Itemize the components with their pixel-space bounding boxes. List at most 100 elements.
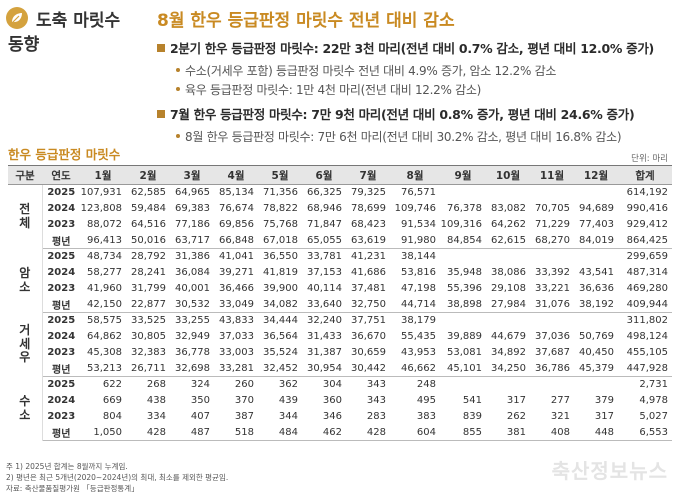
value-cell: [574, 185, 618, 201]
value-cell: 66,325: [307, 187, 342, 199]
value-cell: 33,392: [535, 267, 570, 278]
value-cell: 41,686: [351, 267, 386, 278]
column-header: 7월: [346, 165, 390, 185]
value-cell: 39,271: [219, 267, 254, 278]
dot-bullet-icon: [176, 68, 180, 72]
value-cell: 37,153: [307, 267, 342, 278]
value-cell: 38,179: [401, 315, 436, 327]
value-cell: 34,892: [491, 347, 526, 358]
value-cell: 64,262: [491, 219, 526, 230]
value-cell: 28,792: [131, 251, 166, 263]
value-cell: 43,541: [579, 267, 614, 278]
value-cell: 48,734: [87, 251, 122, 263]
value-cell: 46,662: [390, 360, 440, 377]
value-cell: 68,423: [351, 219, 386, 230]
value-cell: 462: [302, 424, 346, 441]
value-cell: 71,229: [535, 219, 570, 230]
column-header: 10월: [486, 165, 530, 185]
value-cell: 41,231: [351, 251, 386, 263]
value-cell: 38,898: [440, 296, 486, 313]
column-header: 12월: [574, 165, 618, 185]
bullet-sub: 8월 한우 등급판정 마릿수: 7만 6천 마리(전년 대비 30.2% 감소,…: [176, 128, 622, 145]
value-cell: 41,041: [219, 251, 254, 263]
value-cell: 484: [258, 424, 302, 441]
value-cell: 53,213: [80, 360, 126, 377]
year-cell: 2023: [47, 347, 76, 358]
value-cell: 5,027: [639, 411, 668, 422]
value-cell: 407: [190, 411, 210, 422]
value-cell: 299,659: [626, 251, 668, 263]
table-row: 평년 96,413 50,016 63,717 66,848 67,018 65,055 63…: [8, 232, 672, 249]
year-cell: 2023: [47, 219, 76, 230]
value-cell: 929,412: [626, 219, 668, 230]
year-cell: 2024: [47, 267, 76, 278]
value-cell: 439: [278, 395, 298, 406]
value-cell: 94,689: [579, 203, 614, 214]
value-cell: 34,444: [263, 315, 298, 327]
value-cell: 22,877: [126, 296, 170, 313]
value-cell: 334: [146, 411, 166, 422]
value-cell: 487,314: [626, 267, 668, 278]
value-cell: 123,808: [80, 203, 122, 214]
table-row: 2023 41,960 31,799 40,001 36,466 39,900 40,114…: [8, 281, 672, 297]
value-cell: 62,585: [131, 187, 166, 199]
column-header: 연도: [42, 165, 80, 185]
value-cell: 36,778: [175, 347, 210, 358]
value-cell: [486, 249, 530, 265]
value-cell: 32,949: [175, 331, 210, 342]
table-row: 2024 64,862 30,805 32,949 37,033 36,564 31,433…: [8, 329, 672, 345]
table-row: 2023 45,308 32,383 36,778 33,003 35,524 31,387…: [8, 345, 672, 361]
value-cell: 990,416: [626, 203, 668, 214]
value-cell: 30,954: [302, 360, 346, 377]
value-cell: 344: [278, 411, 298, 422]
value-cell: 58,575: [87, 315, 122, 327]
value-cell: 37,687: [535, 347, 570, 358]
value-cell: [574, 377, 618, 393]
value-cell: 438: [146, 395, 166, 406]
bullet-text: 8월 한우 등급판정 마릿수: 7만 6천 마리(전년 대비 30.2% 감소,…: [185, 130, 622, 144]
value-cell: [530, 377, 574, 393]
value-cell: 38,144: [401, 251, 436, 263]
value-cell: 96,413: [80, 232, 126, 249]
table-row: 수 소 2025 622 268 324 260 362 304 343 248 2,731: [8, 376, 672, 441]
unit-label: 단위: 마리: [631, 154, 668, 164]
value-cell: 37,036: [535, 331, 570, 342]
column-header: 합계: [618, 165, 672, 185]
value-cell: 839: [462, 411, 482, 422]
value-cell: 71,356: [263, 187, 298, 199]
value-cell: 58,277: [87, 267, 122, 278]
footnote: 2) 평년은 최근 5개년(2020~2024년)의 최대, 최소를 제외한 평…: [6, 473, 229, 482]
value-cell: 39,889: [447, 331, 482, 342]
value-cell: 43,953: [401, 347, 436, 358]
value-cell: 64,516: [131, 219, 166, 230]
value-cell: 76,674: [219, 203, 254, 214]
value-cell: 67,018: [258, 232, 302, 249]
value-cell: 30,805: [131, 331, 166, 342]
value-cell: 381: [486, 424, 530, 441]
year-cell: 평년: [42, 296, 80, 313]
value-cell: 41,819: [263, 267, 298, 278]
value-cell: 45,101: [440, 360, 486, 377]
value-cell: 50,016: [126, 232, 170, 249]
year-cell: 2025: [47, 251, 76, 263]
value-cell: 64,862: [87, 331, 122, 342]
value-cell: 63,717: [170, 232, 214, 249]
value-cell: 59,484: [131, 203, 166, 214]
value-cell: 428: [126, 424, 170, 441]
value-cell: 32,240: [307, 315, 342, 327]
footnotes: 주 1) 2025년 합계는 8월까지 누계임. 2) 평년은 최근 5개년(2…: [6, 461, 228, 494]
column-header: 구분: [8, 165, 42, 185]
value-cell: 2,731: [639, 379, 668, 391]
value-cell: 31,387: [307, 347, 342, 358]
value-cell: 47,198: [401, 283, 436, 294]
value-cell: 34,082: [258, 296, 302, 313]
value-cell: 498,124: [626, 331, 668, 342]
value-cell: 360: [322, 395, 342, 406]
value-cell: 40,450: [579, 347, 614, 358]
bullet-text: 수소(거세우 포함) 등급판정 마릿수 전년 대비 4.9% 증가, 암소 12…: [185, 64, 557, 78]
section-tag: 도축 마릿수 동향: [0, 0, 150, 110]
value-cell: 55,396: [447, 283, 482, 294]
value-cell: 43,833: [219, 315, 254, 327]
value-cell: 83,082: [491, 203, 526, 214]
